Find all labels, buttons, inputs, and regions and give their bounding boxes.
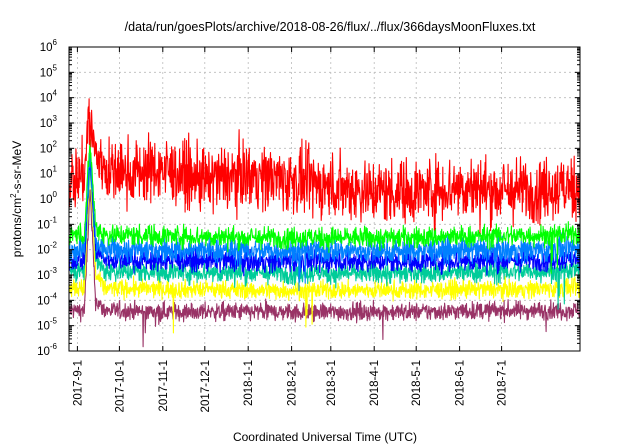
y-tick-exponent: -3	[50, 266, 58, 275]
y-tick-label: 10-2	[37, 241, 57, 257]
y-tick-base: 10	[40, 118, 53, 130]
y-tick-label: 101	[40, 165, 58, 181]
y-tick-label: 106	[40, 38, 58, 54]
y-tick-exponent: -5	[50, 317, 58, 326]
y-tick-exponent: 5	[53, 63, 58, 72]
x-axis: 2017-9-1 2017-10-1 2017-11-1 2017-12-1 2018-…	[72, 47, 509, 412]
x-tick-label: 2018-5-1	[411, 360, 423, 406]
y-tick-label: 100	[40, 190, 58, 206]
series-line	[68, 166, 581, 334]
y-tick-label: 105	[40, 63, 58, 79]
y-tick-base: 10	[37, 245, 50, 257]
y-axis-label-main: protons/cm	[10, 198, 24, 257]
y-tick-exponent: -2	[50, 241, 58, 250]
series-layer	[68, 98, 581, 348]
series-line	[68, 139, 581, 274]
y-tick-label: 10-1	[37, 215, 57, 231]
chart-title: /data/run/goesPlots/archive/2018-08-26/f…	[125, 20, 536, 34]
y-tick-exponent: 3	[53, 114, 58, 123]
y-tick-base: 10	[37, 295, 50, 307]
y-tick-exponent: -1	[50, 215, 58, 224]
x-tick-label: 2018-4-1	[369, 360, 381, 406]
y-tick-base: 10	[40, 169, 53, 181]
x-tick-label: 2017-12-1	[200, 360, 212, 412]
y-tick-label: 10-4	[37, 291, 57, 307]
series-line	[68, 163, 581, 310]
y-tick-base: 10	[40, 42, 53, 54]
series-line	[68, 153, 581, 292]
y-tick-label: 10-6	[37, 342, 57, 358]
x-axis-label: Coordinated Universal Time (UTC)	[233, 430, 417, 444]
y-axis-label-tail: -s-sr-MeV	[10, 141, 24, 194]
series-line	[68, 189, 581, 348]
y-tick-base: 10	[40, 143, 53, 155]
y-tick-exponent: 0	[53, 190, 58, 199]
y-tick-base: 10	[37, 219, 50, 231]
x-tick-label: 2018-2-1	[287, 360, 299, 406]
x-tick-label: 2018-3-1	[326, 360, 338, 406]
y-tick-exponent: 2	[53, 139, 58, 148]
y-axis: 10-610-510-410-310-210-11001011021031041…	[37, 38, 580, 358]
y-tick-label: 102	[40, 139, 58, 155]
y-tick-exponent: 4	[53, 89, 58, 98]
x-tick-label: 2018-7-1	[497, 360, 509, 406]
y-tick-base: 10	[40, 93, 53, 105]
x-tick-label: 2018-6-1	[455, 360, 467, 406]
y-tick-base: 10	[37, 321, 50, 333]
y-tick-exponent: -4	[50, 291, 58, 300]
y-axis-label: protons/cm2-s-sr-MeV	[9, 141, 24, 257]
x-tick-label: 2018-1-1	[243, 360, 255, 406]
y-tick-base: 10	[40, 194, 53, 206]
y-tick-label: 104	[40, 89, 58, 105]
y-tick-label: 10-5	[37, 317, 57, 333]
y-tick-base: 10	[40, 67, 53, 79]
y-tick-base: 10	[37, 270, 50, 282]
x-tick-label: 2017-11-1	[158, 360, 170, 412]
y-tick-base: 10	[37, 346, 50, 358]
x-tick-label: 2017-9-1	[72, 360, 84, 406]
y-tick-label: 10-3	[37, 266, 57, 282]
y-tick-exponent: 1	[53, 165, 58, 174]
y-tick-exponent: -6	[50, 342, 58, 351]
y-tick-label: 103	[40, 114, 58, 130]
series-line	[68, 98, 581, 234]
y-axis-label-sup: 2	[9, 193, 18, 198]
y-tick-exponent: 6	[53, 38, 58, 47]
x-tick-label: 2017-10-1	[114, 360, 126, 412]
